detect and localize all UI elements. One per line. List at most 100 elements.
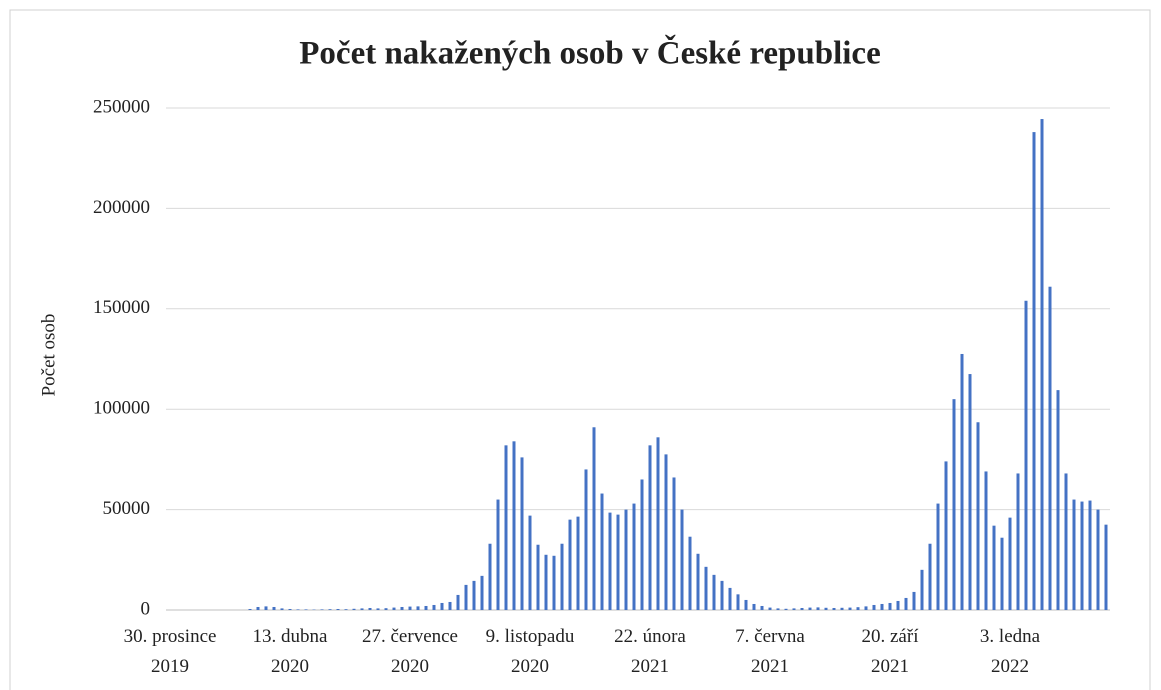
- bar: [1064, 473, 1068, 610]
- bar: [928, 543, 932, 610]
- bar: [464, 584, 468, 610]
- bar: [384, 608, 388, 610]
- bar: [392, 607, 396, 610]
- bar: [344, 609, 348, 610]
- y-axis-label: Počet osob: [38, 314, 59, 397]
- bar: [944, 461, 948, 610]
- bar: [576, 516, 580, 610]
- bar: [792, 608, 796, 610]
- bar: [320, 609, 324, 610]
- bar: [752, 603, 756, 610]
- y-tick-label: 0: [141, 598, 151, 619]
- bar: [1008, 517, 1012, 610]
- bar: [848, 607, 852, 610]
- bar: [728, 587, 732, 610]
- bar: [424, 605, 428, 610]
- bar: [712, 574, 716, 610]
- bar: [272, 606, 276, 610]
- bar: [968, 374, 972, 610]
- bar: [1000, 537, 1004, 610]
- bar: [552, 555, 556, 610]
- bar: [368, 607, 372, 610]
- bar: [480, 575, 484, 610]
- x-tick-label: 27. července 2020: [362, 626, 458, 677]
- bar: [776, 608, 780, 610]
- bar: [328, 609, 332, 610]
- bar: [840, 607, 844, 610]
- bar: [984, 471, 988, 610]
- y-tick-label: 250000: [93, 96, 150, 117]
- bar: [1088, 500, 1092, 610]
- bar: [632, 503, 636, 610]
- bar: [248, 608, 252, 610]
- bar: [1024, 300, 1028, 610]
- bar: [360, 608, 364, 610]
- bar: [504, 445, 508, 610]
- x-tick-label: 9. listopadu 2020: [486, 626, 575, 677]
- bar: [1072, 499, 1076, 610]
- bar: [824, 607, 828, 610]
- bar: [816, 607, 820, 610]
- bar: [568, 519, 572, 610]
- bar: [584, 469, 588, 610]
- bar: [456, 594, 460, 610]
- bar: [1016, 473, 1020, 610]
- bar: [560, 543, 564, 610]
- bar: [440, 602, 444, 610]
- bar: [408, 606, 412, 610]
- bar: [536, 544, 540, 610]
- bar: [912, 591, 916, 610]
- bar: [704, 566, 708, 610]
- bar: [864, 606, 868, 610]
- bar: [904, 597, 908, 610]
- bar: [960, 353, 964, 610]
- bar: [856, 607, 860, 610]
- bar: [976, 422, 980, 610]
- bar: [888, 602, 892, 610]
- bar: [872, 604, 876, 610]
- x-tick-label: 7. června 2021: [735, 626, 805, 677]
- bar: [992, 525, 996, 610]
- bar: [688, 536, 692, 610]
- bar: [808, 607, 812, 610]
- bar: [1048, 286, 1052, 610]
- bar: [400, 606, 404, 610]
- chart-border: [9, 9, 1151, 690]
- bar: [376, 608, 380, 610]
- y-tick-label: 150000: [93, 297, 150, 318]
- x-tick-label: 20. září 2021: [862, 626, 920, 677]
- x-tick-label: 22. února 2021: [614, 626, 686, 677]
- bar: [800, 607, 804, 610]
- bar: [1040, 119, 1044, 610]
- bar: [304, 609, 308, 610]
- bar: [528, 515, 532, 610]
- bar: [496, 499, 500, 610]
- bar: [416, 606, 420, 610]
- bar: [736, 594, 740, 610]
- y-tick-label: 100000: [93, 398, 150, 419]
- y-tick-label: 50000: [103, 498, 151, 519]
- bar: [616, 514, 620, 610]
- bar: [280, 608, 284, 610]
- bar: [920, 569, 924, 610]
- bar: [744, 599, 748, 610]
- bar: [264, 606, 268, 610]
- bar: [832, 607, 836, 610]
- bar: [640, 479, 644, 610]
- bar: [256, 606, 260, 610]
- bar: [472, 580, 476, 610]
- bar: [608, 512, 612, 610]
- bar: [1104, 524, 1108, 610]
- bar: [784, 608, 788, 610]
- bar: [664, 454, 668, 610]
- bar: [768, 607, 772, 610]
- bar: [432, 604, 436, 610]
- x-tick-label: 13. dubna 2020: [253, 626, 329, 677]
- bar: [544, 554, 548, 610]
- x-tick-label: 3. ledna 2022: [980, 626, 1041, 677]
- bar: [648, 445, 652, 610]
- bar: [896, 600, 900, 610]
- bar: [352, 608, 356, 610]
- bar: [696, 553, 700, 610]
- bar: [1032, 132, 1036, 610]
